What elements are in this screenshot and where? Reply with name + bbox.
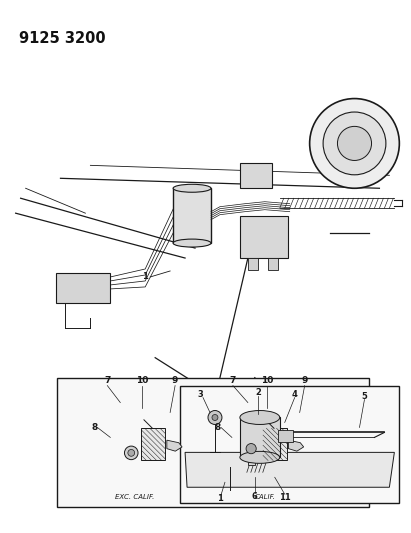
Bar xyxy=(240,216,288,258)
Text: 1: 1 xyxy=(142,272,148,281)
Bar xyxy=(180,385,399,503)
Text: 7: 7 xyxy=(230,376,236,385)
Circle shape xyxy=(212,415,218,421)
Text: 11: 11 xyxy=(279,492,291,502)
Circle shape xyxy=(309,99,399,188)
Text: 10: 10 xyxy=(136,376,148,385)
Text: 8: 8 xyxy=(215,423,221,432)
Circle shape xyxy=(128,449,135,456)
Bar xyxy=(240,163,272,188)
Text: 7: 7 xyxy=(104,376,111,385)
Text: 10: 10 xyxy=(261,376,273,385)
Bar xyxy=(248,456,254,465)
Text: 3: 3 xyxy=(197,390,203,399)
Circle shape xyxy=(125,446,138,459)
Text: 5: 5 xyxy=(362,392,367,401)
Circle shape xyxy=(208,410,222,424)
Text: 1: 1 xyxy=(217,494,223,503)
Bar xyxy=(268,258,278,270)
Text: EXC. CALIF.: EXC. CALIF. xyxy=(115,494,154,500)
Text: 9125 3200: 9125 3200 xyxy=(18,31,105,46)
Text: 2: 2 xyxy=(255,388,261,397)
Circle shape xyxy=(241,439,261,459)
Circle shape xyxy=(337,126,372,160)
Polygon shape xyxy=(185,453,395,487)
Ellipse shape xyxy=(173,239,211,247)
Text: 9: 9 xyxy=(302,376,308,385)
Bar xyxy=(56,377,369,507)
Text: CALIF.: CALIF. xyxy=(254,494,275,500)
Ellipse shape xyxy=(240,451,280,463)
Text: 6: 6 xyxy=(252,492,258,500)
Bar xyxy=(278,431,293,442)
Bar xyxy=(55,273,110,303)
Bar xyxy=(141,429,165,461)
Bar xyxy=(248,258,258,270)
Circle shape xyxy=(246,443,256,454)
Polygon shape xyxy=(289,440,304,451)
Text: 9: 9 xyxy=(172,376,178,385)
Ellipse shape xyxy=(173,184,211,192)
Polygon shape xyxy=(167,440,182,451)
Text: 4: 4 xyxy=(292,390,298,399)
Ellipse shape xyxy=(240,410,280,424)
Bar xyxy=(263,429,287,461)
Text: 8: 8 xyxy=(91,423,97,432)
Circle shape xyxy=(323,112,386,175)
Bar xyxy=(240,417,280,457)
Bar xyxy=(173,188,211,243)
